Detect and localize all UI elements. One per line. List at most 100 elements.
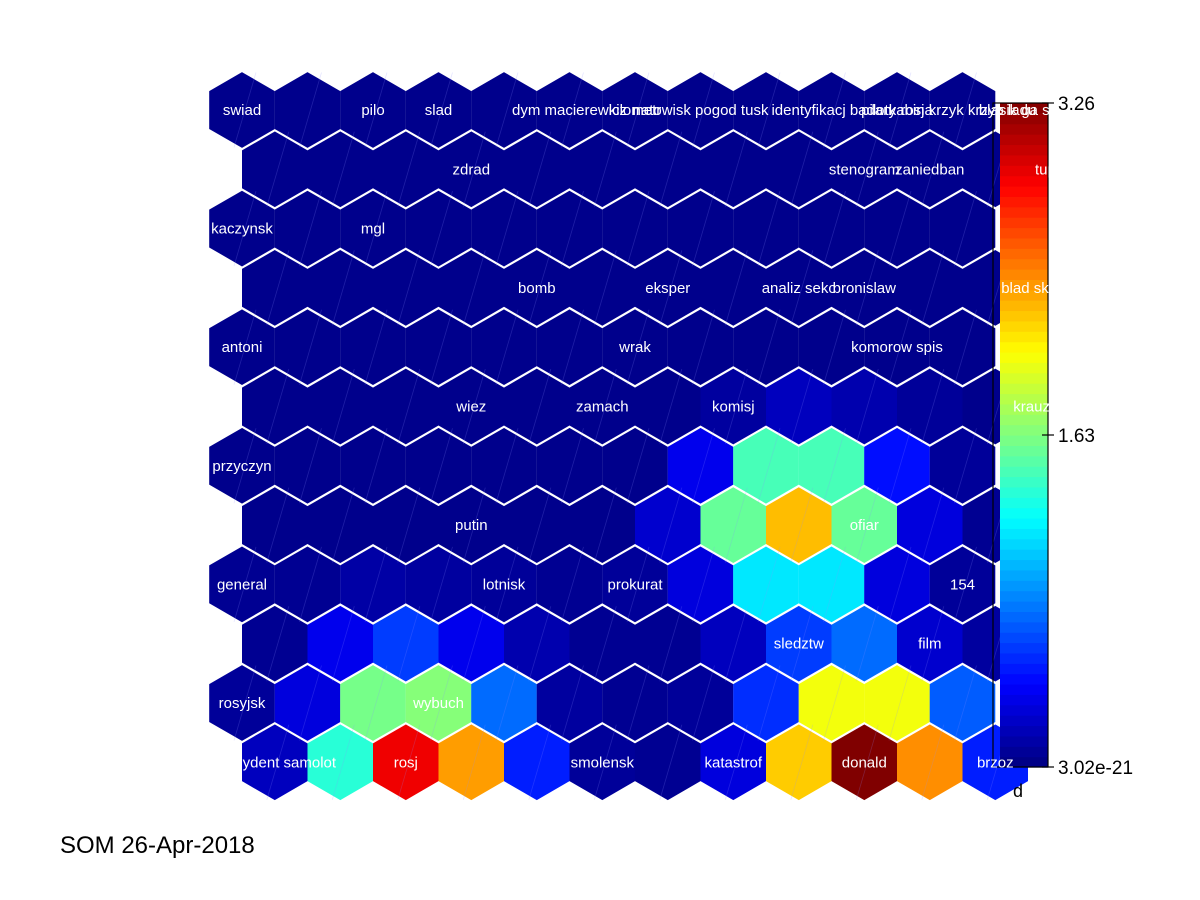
hex-cell-r7-c8 bbox=[765, 487, 832, 563]
colorbar-step bbox=[1000, 538, 1048, 550]
hatch-line bbox=[299, 428, 322, 504]
hex-cells bbox=[209, 72, 1028, 801]
cell-label: film bbox=[918, 636, 941, 653]
hatch-line bbox=[757, 190, 781, 267]
cell-labels: swiad pilo slad dym macierewiczkilometrnato… bbox=[211, 102, 1120, 771]
hatch-line bbox=[921, 368, 945, 445]
cell-label: zdrad bbox=[453, 161, 491, 178]
hatch-line bbox=[364, 190, 388, 267]
hatch-line bbox=[659, 606, 683, 682]
hex-cell-r1-c1 bbox=[307, 131, 374, 208]
hex-cell-r3-c4 bbox=[503, 250, 570, 326]
hex-cell-r3-c7 bbox=[700, 250, 767, 326]
colorbar-step bbox=[1000, 549, 1048, 561]
hex-cell-r6-c4 bbox=[471, 427, 537, 504]
hatch-line bbox=[299, 665, 322, 741]
hex-cell-r10-c11 bbox=[929, 665, 996, 741]
cell-label: general bbox=[217, 576, 267, 593]
hex-cell-r10-c3 bbox=[405, 665, 472, 741]
hex-cell-r3-c10 bbox=[896, 250, 963, 326]
hatch-line bbox=[593, 368, 617, 445]
hatch-line bbox=[823, 665, 846, 741]
hatch-line bbox=[790, 368, 814, 445]
hex-cell-r10-c2 bbox=[340, 665, 406, 741]
hex-cell-r6-c10 bbox=[864, 427, 930, 504]
hatch-line bbox=[855, 131, 879, 207]
hex-cell-r9-c7 bbox=[700, 605, 767, 682]
hatch-line bbox=[724, 368, 748, 445]
hatch-line bbox=[364, 309, 388, 385]
hatch-line bbox=[855, 487, 879, 563]
hex-cell-r2-c6 bbox=[602, 190, 668, 267]
cell-label: rosyjsk bbox=[219, 695, 266, 712]
hatch-line bbox=[888, 428, 912, 504]
cell-label: wrak bbox=[618, 339, 651, 356]
hex-cell-r9-c6 bbox=[634, 605, 701, 682]
colorbar-step bbox=[1000, 435, 1048, 446]
hatch-line bbox=[397, 606, 421, 682]
hatch-line bbox=[430, 190, 453, 267]
hex-cell-r7-c6 bbox=[634, 487, 701, 563]
hatch-line bbox=[266, 250, 290, 326]
hex-cell-r3-c8 bbox=[765, 250, 832, 326]
hatch-line bbox=[364, 72, 388, 148]
hatch-line bbox=[921, 487, 945, 563]
hatch-line bbox=[495, 72, 519, 148]
colorbar-step bbox=[1000, 320, 1048, 332]
hatch-line bbox=[364, 665, 388, 741]
hatch-line bbox=[561, 546, 584, 623]
colorbar-step bbox=[1000, 258, 1048, 270]
hex-cell-r11-c3 bbox=[438, 724, 505, 801]
colorbar-step bbox=[1000, 735, 1048, 747]
hatch-line bbox=[724, 487, 748, 563]
cell-label: zaniedban bbox=[895, 161, 964, 178]
hatch-line bbox=[823, 190, 846, 267]
cell-label: antoni bbox=[222, 339, 263, 356]
hatch-line bbox=[266, 606, 290, 682]
hatch-line bbox=[757, 428, 781, 504]
hatch-line bbox=[233, 665, 257, 741]
hatch-line bbox=[757, 309, 781, 385]
hex-cell-r1-c8 bbox=[765, 131, 832, 208]
hatch-line bbox=[299, 309, 322, 385]
hex-cell-r6-c5 bbox=[536, 427, 603, 504]
hex-cell-r11-c5 bbox=[569, 724, 636, 801]
hex-cell-r8-c1 bbox=[274, 546, 341, 623]
hatch-line bbox=[462, 606, 486, 682]
colorbar-step bbox=[1000, 704, 1048, 716]
cell-label: sledztw bbox=[774, 636, 824, 653]
hatch-line bbox=[724, 131, 748, 207]
colorbar-step bbox=[1000, 684, 1048, 695]
hex-cell-r4-c11 bbox=[929, 309, 996, 386]
colorbar-step bbox=[1000, 123, 1048, 135]
hex-cell-r6-c2 bbox=[340, 427, 406, 504]
colorbar-step bbox=[1000, 642, 1048, 654]
hatch-line bbox=[397, 250, 421, 326]
hex-cell-r5-c4 bbox=[503, 368, 570, 445]
hatch-line bbox=[430, 665, 453, 741]
hex-cell-r0-c5 bbox=[536, 72, 603, 148]
hatch-line bbox=[495, 190, 519, 267]
hatch-line bbox=[299, 72, 322, 148]
hatch-line bbox=[528, 487, 552, 563]
colorbar-step bbox=[1000, 652, 1048, 664]
hex-cell-r9-c8 bbox=[765, 605, 832, 682]
hex-cell-r5-c2 bbox=[372, 368, 439, 445]
colorbar-step bbox=[1000, 383, 1048, 395]
hatch-line bbox=[266, 131, 290, 207]
hex-cell-r7-c7 bbox=[700, 487, 767, 563]
cell-label: swiad bbox=[223, 102, 261, 119]
cell-label: mgl bbox=[361, 221, 385, 238]
cell-label: lotnisk bbox=[483, 576, 526, 593]
colorbar-step bbox=[1000, 569, 1048, 581]
colorbar-step bbox=[1000, 362, 1048, 374]
cell-label: blad skrzydl strzal bbox=[1001, 280, 1120, 297]
hex-cell-r2-c5 bbox=[536, 190, 603, 267]
hatch-line bbox=[888, 309, 912, 385]
hatch-line bbox=[888, 190, 912, 267]
hatch-line bbox=[233, 546, 257, 623]
hatch-line bbox=[659, 131, 683, 207]
hatch-line bbox=[331, 606, 355, 682]
hex-cell-r0-c8 bbox=[733, 72, 799, 148]
